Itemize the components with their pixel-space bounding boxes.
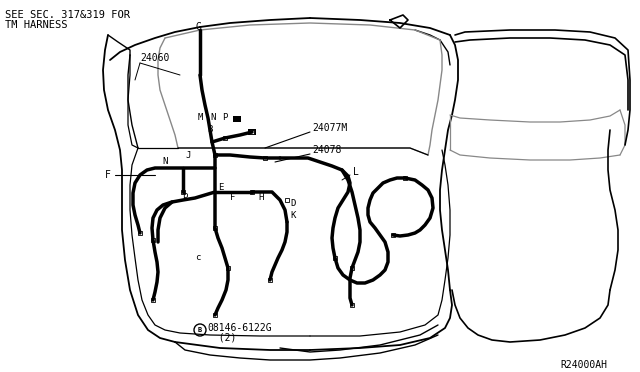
Bar [250, 190, 254, 194]
Bar [350, 303, 354, 307]
Bar [213, 153, 217, 157]
Bar [285, 198, 289, 202]
Text: P: P [182, 193, 188, 202]
Bar [263, 156, 267, 160]
Text: 24078: 24078 [312, 145, 341, 155]
Text: R24000AH: R24000AH [560, 360, 607, 370]
Text: N: N [162, 157, 168, 167]
Bar [403, 176, 407, 180]
Bar [138, 231, 142, 235]
Bar [226, 266, 230, 270]
Text: P: P [222, 113, 227, 122]
Text: M: M [198, 113, 204, 122]
Bar [233, 116, 241, 122]
Bar [250, 130, 254, 134]
Text: K: K [290, 211, 296, 219]
Bar [248, 129, 256, 135]
Text: TM HARNESS: TM HARNESS [5, 20, 67, 30]
Text: G: G [196, 22, 202, 32]
Bar [151, 298, 155, 302]
Bar [181, 190, 185, 194]
Text: B: B [207, 125, 212, 135]
Text: 24077M: 24077M [312, 123, 348, 133]
Text: N: N [210, 113, 216, 122]
Text: c: c [195, 253, 200, 263]
Text: B: B [198, 327, 202, 333]
Bar [151, 238, 155, 242]
Bar [391, 233, 395, 237]
Text: (2): (2) [207, 333, 236, 343]
Bar [213, 313, 217, 317]
Text: F: F [105, 170, 111, 180]
Text: L: L [353, 167, 359, 177]
Bar [350, 266, 354, 270]
Text: H: H [258, 192, 264, 202]
Text: 08146-6122G: 08146-6122G [207, 323, 271, 333]
Bar [213, 226, 217, 230]
Text: 24060: 24060 [140, 53, 170, 63]
Text: F: F [230, 193, 236, 202]
Text: E: E [218, 183, 223, 192]
Text: J: J [185, 151, 190, 160]
Bar [268, 278, 272, 282]
Bar [333, 256, 337, 260]
Bar [223, 136, 227, 140]
Text: SEE SEC. 317&319 FOR: SEE SEC. 317&319 FOR [5, 10, 130, 20]
Text: D: D [290, 199, 296, 208]
